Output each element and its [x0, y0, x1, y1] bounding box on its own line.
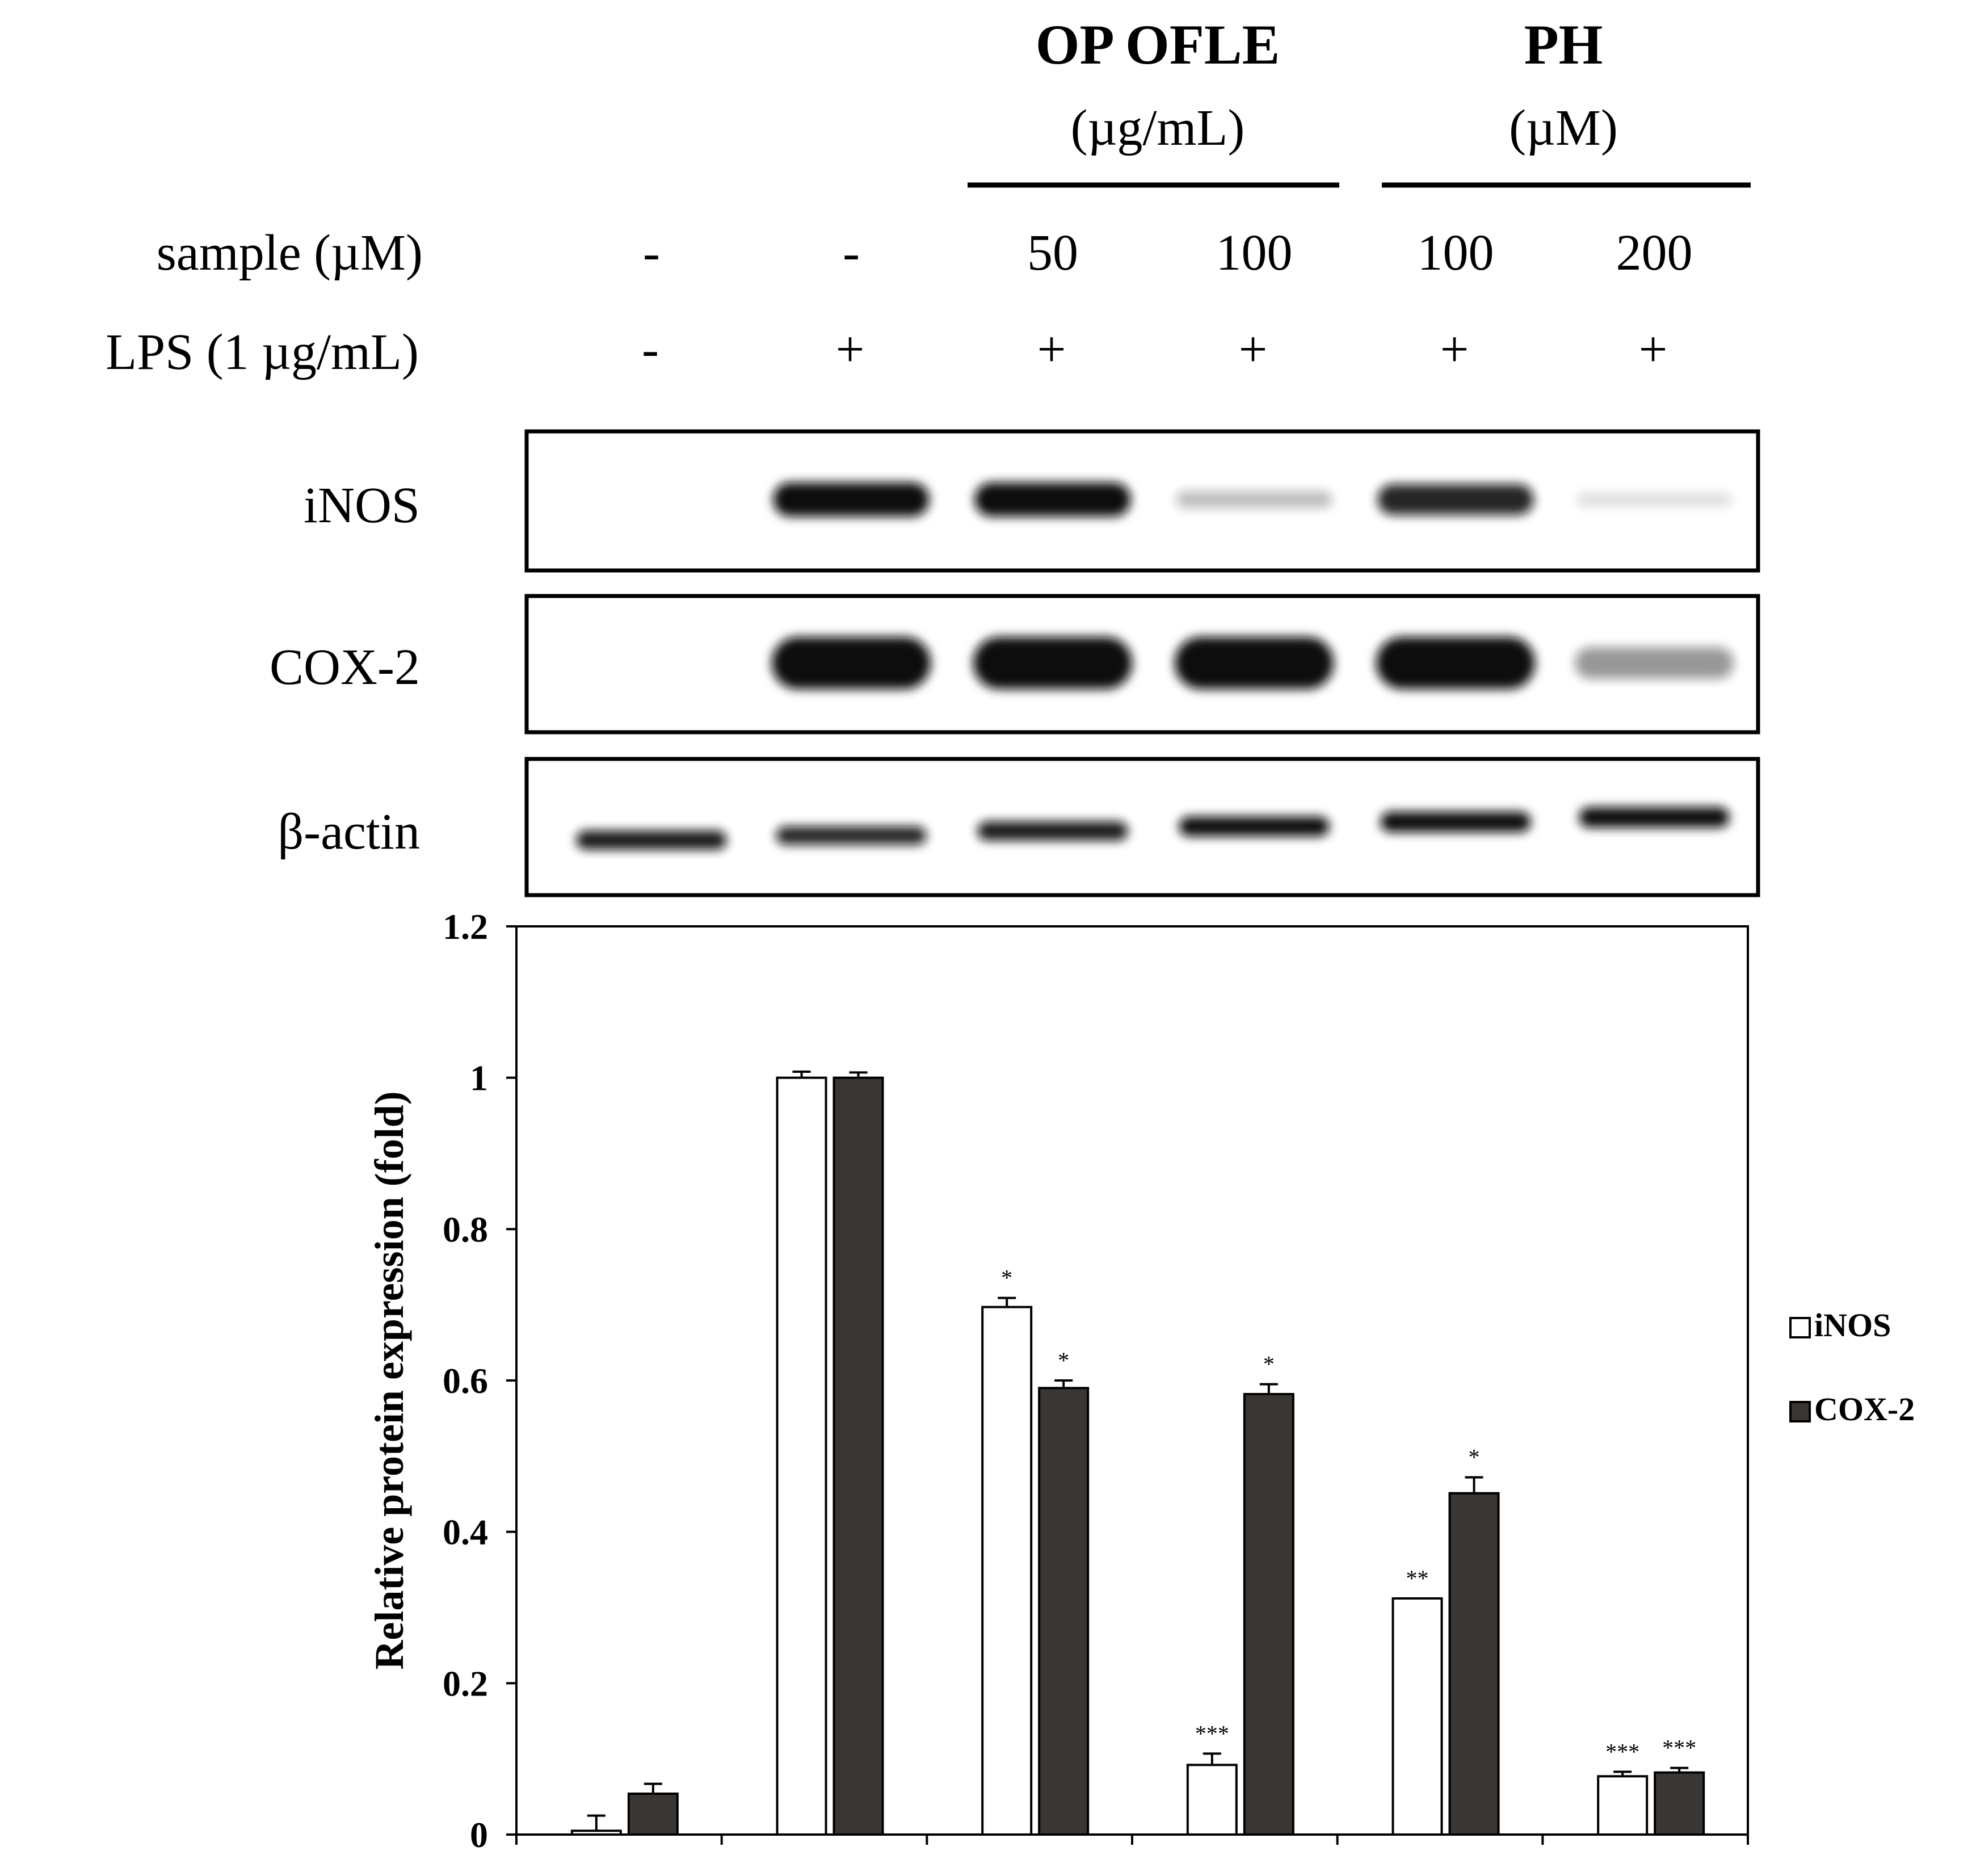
x-axis-ticks	[515, 1835, 1749, 1845]
bar-inos-5	[1597, 1775, 1649, 1836]
y-axis-label: Relative protein expression (fold)	[367, 1091, 412, 1669]
bar-cox2-2	[1038, 1387, 1090, 1836]
legend-swatch-cox2	[1789, 1401, 1811, 1422]
bar-chart: 0 0.2 0.4 0.6 0.8 1 1.2 Relative protein expre…	[367, 906, 1915, 1855]
lps-value-0: -	[642, 321, 659, 377]
blot-label-cox2: COX-2	[270, 639, 420, 695]
y-tick-label: 0.8	[443, 1209, 488, 1249]
blot-panel-cox2	[524, 594, 1760, 735]
bar-cox2-5	[1654, 1771, 1705, 1836]
y-tick-label: 0	[470, 1815, 488, 1855]
y-tick-label: 0.2	[443, 1663, 488, 1703]
blot-band	[1576, 492, 1733, 507]
blot-band	[776, 826, 927, 845]
blot-band	[772, 637, 931, 689]
blot-band	[576, 830, 727, 850]
sample-value-3: 100	[1216, 225, 1293, 281]
legend-label-cox2: COX-2	[1814, 1391, 1915, 1428]
significance-marker: *	[1469, 1445, 1480, 1470]
significance-marker: *	[1263, 1352, 1275, 1377]
bar-inos-1	[776, 1076, 827, 1836]
blot-bands-inos	[773, 482, 1733, 517]
y-tick-label: 1.2	[443, 906, 488, 947]
group-name-ph: PH	[1524, 13, 1603, 76]
blot-band	[973, 637, 1132, 689]
sample-value-1: -	[843, 225, 860, 281]
group-name-op-ofle: OP OFLE	[1036, 13, 1280, 76]
blot-panel-inos	[524, 429, 1760, 573]
sample-value-4: 100	[1418, 225, 1494, 281]
bar-cox2-4	[1448, 1492, 1500, 1836]
sample-value-5: 200	[1616, 225, 1693, 281]
group-unit-ph: (µM)	[1509, 100, 1618, 156]
blot-band	[1380, 812, 1531, 832]
lps-value-3: +	[1239, 321, 1268, 377]
legend-swatch-inos	[1789, 1317, 1811, 1338]
bar-inos-4	[1391, 1597, 1443, 1836]
lps-value-4: +	[1440, 321, 1469, 377]
significance-marker: ***	[1195, 1720, 1229, 1746]
blot-bands-beta-actin	[576, 807, 1730, 850]
treatment-header: OP OFLE (µg/mL) PH (µM) sample (µM) LPS …	[106, 13, 1751, 380]
bar-inos-3	[1186, 1764, 1238, 1836]
y-axis-ticks: 0 0.2 0.4 0.6 0.8 1 1.2	[443, 906, 516, 1855]
blot-band	[1575, 647, 1734, 679]
legend: iNOS COX-2	[1789, 1307, 1915, 1428]
lps-values: - + + + + +	[642, 321, 1667, 377]
blot-band	[1376, 637, 1535, 689]
legend-label-inos: iNOS	[1814, 1307, 1891, 1344]
row-label-sample: sample (µM)	[157, 225, 423, 281]
bar-inos-2	[981, 1306, 1033, 1836]
bar-cox2-3	[1243, 1393, 1294, 1836]
bar-inos-0	[570, 1829, 622, 1836]
blot-band	[974, 482, 1131, 517]
blot-label-inos: iNOS	[304, 477, 420, 534]
blot-band	[977, 821, 1128, 841]
significance-marker: *	[1001, 1265, 1012, 1291]
blot-label-beta-actin: β-actin	[278, 804, 420, 860]
plot-area	[515, 925, 1749, 1836]
y-tick-label: 1	[470, 1058, 488, 1098]
y-tick-label: 0.4	[443, 1512, 488, 1552]
blot-band	[773, 482, 930, 517]
lps-value-2: +	[1037, 321, 1066, 377]
blot-band	[1579, 807, 1730, 828]
blot-panel-beta-actin	[524, 757, 1760, 897]
bar-cox2-1	[833, 1076, 884, 1836]
sample-values: - - 50 100 100 200	[643, 225, 1692, 281]
significance-marker: ***	[1662, 1735, 1696, 1761]
lps-value-1: +	[836, 321, 865, 377]
row-label-lps: LPS (1 µg/mL)	[106, 324, 419, 380]
significance-marker: *	[1058, 1348, 1069, 1373]
group-unit-op-ofle: (µg/mL)	[1071, 100, 1245, 156]
sample-value-0: -	[643, 225, 660, 281]
blot-bands-cox2	[772, 637, 1734, 689]
bars: ********** *****	[570, 1071, 1705, 1836]
blot-band	[1176, 490, 1332, 509]
blot-band	[1377, 484, 1534, 515]
y-tick-label: 0.6	[443, 1361, 488, 1401]
lps-value-5: +	[1639, 321, 1668, 377]
sample-value-2: 50	[1027, 225, 1078, 281]
significance-marker: **	[1406, 1566, 1429, 1591]
blot-panels: iNOS COX-2 β-actin	[270, 429, 1760, 897]
significance-marker: ***	[1605, 1739, 1639, 1764]
blot-band	[1175, 637, 1334, 689]
bar-cox2-0	[627, 1793, 679, 1836]
blot-band	[1179, 816, 1330, 837]
